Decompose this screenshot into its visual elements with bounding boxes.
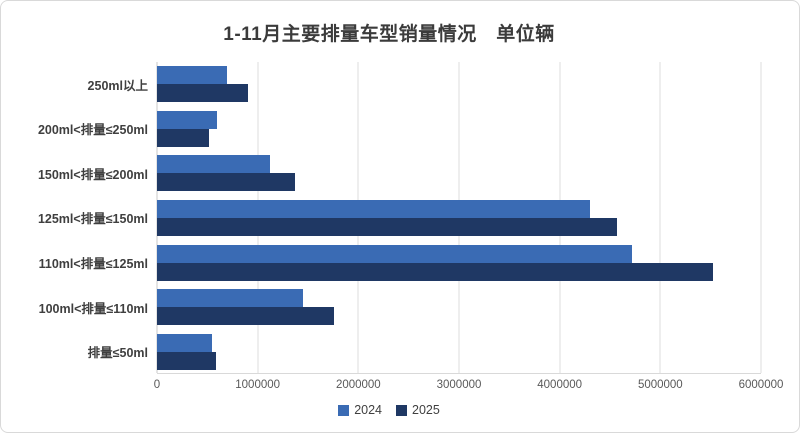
category-label: 150ml<排量≤200ml xyxy=(37,167,148,182)
bar-2025 xyxy=(157,262,713,281)
legend-swatch-icon xyxy=(338,404,350,416)
bar-group-row: 100ml<排量≤110ml xyxy=(17,289,761,326)
x-tick-label: 5000000 xyxy=(637,379,683,391)
legend-swatch-icon xyxy=(396,404,407,416)
bar-group-row: 排量≤50ml xyxy=(17,333,761,370)
bar-2025 xyxy=(157,128,210,147)
category-label: 200ml<排量≤250ml xyxy=(37,123,148,138)
bar-chart: 250ml以上 200ml<排量≤250ml 150ml<排量≤200ml 125ml… xyxy=(17,62,762,374)
bar-2024 xyxy=(157,66,228,85)
x-tick-label: 4000000 xyxy=(537,379,583,391)
gridline xyxy=(760,62,762,373)
bar-group-row: 200ml<排量≤250ml xyxy=(17,110,761,147)
chart-title: 1-11月主要排量车型销量情况 单位辆 xyxy=(223,24,555,45)
legend: 2024 2025 xyxy=(17,396,761,424)
bar-cell xyxy=(157,289,761,326)
bar-2024 xyxy=(157,289,303,308)
bar-2025 xyxy=(157,217,618,236)
bar-2025 xyxy=(157,307,335,326)
x-axis: 0 1000000 2000000 3000000 4000000 5000000 6000… xyxy=(153,374,784,396)
legend-label: 2025 xyxy=(412,403,440,417)
x-tick-label: 0 xyxy=(153,379,161,391)
bar-group-row: 150ml<排量≤200ml xyxy=(17,155,761,192)
gridline xyxy=(659,62,661,373)
bar-group-row: 125ml<排量≤150ml xyxy=(17,199,761,236)
plot-area: 250ml以上 200ml<排量≤250ml 150ml<排量≤200ml 125ml… xyxy=(17,62,761,374)
bar-2025 xyxy=(157,173,295,192)
category-label: 100ml<排量≤110ml xyxy=(38,301,148,316)
bar-2024 xyxy=(157,155,270,174)
x-tick-label: 2000000 xyxy=(335,379,381,391)
bar-cell xyxy=(157,110,761,147)
x-tick-label: 6000000 xyxy=(738,379,784,391)
legend-item-2024: 2024 xyxy=(338,403,382,417)
bar-cell xyxy=(157,155,761,192)
category-label: 250ml以上 xyxy=(87,78,148,93)
x-tick-label: 3000000 xyxy=(436,379,482,391)
bar-cell xyxy=(157,333,761,370)
bar-2024 xyxy=(157,110,218,129)
category-label: 排量≤50ml xyxy=(87,346,148,361)
legend-item-2025: 2025 xyxy=(396,403,440,417)
bar-2025 xyxy=(157,351,217,370)
bar-cell xyxy=(157,199,761,236)
bar-cell xyxy=(157,244,761,281)
category-label: 110ml<排量≤125ml xyxy=(38,257,148,272)
bar-2024 xyxy=(157,333,213,352)
bar-cell xyxy=(157,66,761,103)
bar-2024 xyxy=(157,199,590,218)
bar-2025 xyxy=(157,84,248,103)
x-tick-label: 1000000 xyxy=(235,379,281,391)
category-label: 125ml<排量≤150ml xyxy=(37,212,148,227)
bar-group-row: 110ml<排量≤125ml xyxy=(17,244,761,281)
bar-group-row: 250ml以上 xyxy=(17,66,761,103)
legend-label: 2024 xyxy=(354,403,382,417)
bar-2024 xyxy=(157,244,633,263)
